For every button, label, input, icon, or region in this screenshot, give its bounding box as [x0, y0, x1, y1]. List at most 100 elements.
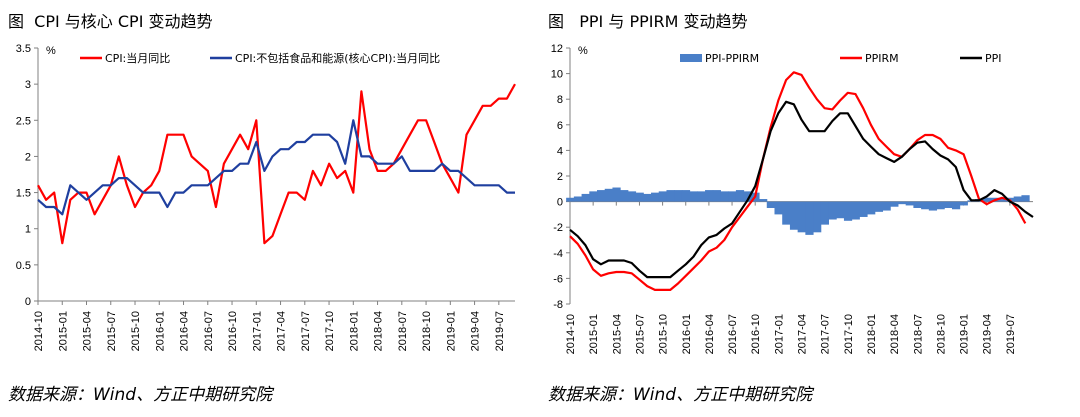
ppi-series-0-bar [928, 201, 938, 211]
ppi-series-0-legend-swatch [680, 54, 702, 62]
ppi-series-0-bar [874, 201, 884, 212]
ppi-series-0-bar [1013, 196, 1022, 202]
x-tick-label: 2016-01 [154, 311, 166, 351]
ppi-series-0-bar [959, 201, 968, 206]
ppi-series-0-bar [627, 191, 637, 202]
ppi-series-0-bar [851, 201, 860, 220]
ppi-series-0-bar [828, 201, 837, 220]
y-tick-label: 6 [557, 120, 563, 132]
x-tick-label: 2015-07 [634, 314, 646, 354]
y-tick-label: 1 [25, 224, 31, 236]
ppi-series-0-bar [782, 201, 791, 225]
cpi-chart-source: 数据来源：Wind、方正中期研究院 [8, 385, 273, 405]
ppi-series-0-bar [689, 191, 698, 202]
y-tick-label: 4 [557, 145, 563, 157]
y-tick-label: 1.5 [16, 188, 31, 200]
y-tick-label: -2 [553, 222, 563, 234]
ppi-series-1-legend-label: PPIRM [865, 52, 899, 65]
x-tick-label: 2019-01 [959, 314, 971, 354]
ppi-chart-title: 图 PPI 与 PPIRM 变动趋势 [548, 12, 748, 31]
x-tick-label: 2015-01 [588, 314, 600, 354]
ppi-series-0-bar [890, 201, 899, 207]
y-tick-label: 2 [25, 151, 31, 163]
x-tick-label: 2017-07 [300, 311, 312, 351]
ppi-series-0-bar [1021, 195, 1030, 202]
x-tick-label: 2016-07 [727, 314, 739, 354]
y-tick-label: 2 [557, 171, 563, 183]
ppi-series-0-bar [573, 196, 583, 202]
x-tick-label: 2014-10 [33, 311, 45, 351]
x-tick-label: 2016-04 [179, 311, 191, 351]
ppi-series-0-bar [789, 201, 799, 230]
x-tick-label: 2018-04 [889, 314, 901, 354]
x-tick-label: 2017-10 [324, 311, 336, 351]
cpi-chart: 0 0.5 1 1.5 2 2.5 3 3.5 % 2014-10 2015-01 2015-04 20… [16, 43, 516, 351]
ppi-series-0-bar [566, 197, 575, 202]
ppi-series-0-bar [836, 201, 845, 219]
ppi-series-0-bar [805, 201, 814, 235]
y-tick-label: 8 [557, 94, 563, 106]
cpi-series-0-line [37, 83, 516, 245]
x-tick-label: 2017-10 [843, 314, 855, 354]
y-tick-label: -6 [553, 273, 563, 285]
y-tick-label: 3 [25, 79, 31, 91]
ppi-series-0-bar [666, 190, 675, 202]
y-tick-label: 0 [557, 197, 563, 209]
x-tick-label: 2018-01 [866, 314, 878, 354]
ppi-series-0-bar [774, 201, 783, 215]
ppi-series-0-bar [813, 201, 822, 233]
x-tick-label: 2016-07 [203, 311, 215, 351]
ppi-series-0-bar [635, 192, 644, 202]
ppi-series-0-bar [897, 201, 907, 205]
ppi-series-0-bar [867, 201, 876, 215]
x-tick-label: 2018-07 [912, 314, 924, 354]
ppi-series-2-line [569, 100, 1034, 279]
ppi-series-0-bar [759, 199, 768, 202]
x-tick-label: 2019-04 [470, 311, 482, 351]
ppi-series-0-bar [720, 191, 729, 202]
x-tick-label: 2018-07 [397, 311, 409, 351]
x-tick-label: 2016-10 [227, 311, 239, 351]
y-tick-label: 0 [25, 296, 31, 308]
y-tick-label: 3.5 [16, 43, 31, 55]
ppi-series-0-bar [712, 190, 721, 202]
y-tick-label: 2.5 [16, 115, 31, 127]
ppi-chart: -8 -6 -4 -2 0 2 4 6 8 10 12 % 2014-10 2015-01 2015-04 2… [551, 43, 1034, 354]
cpi-chart-panel: 图 CPI 与核心 CPI 变动趋势 0 0.5 1 1.5 2 2.5 3 3.5% 2014… [8, 12, 516, 405]
cpi-series-1-legend-label: CPI:不包括食品和能源(核心CPI):当月同比 [235, 51, 440, 65]
ppi-series-0-bar [651, 192, 660, 202]
x-tick-label: 2015-10 [658, 314, 670, 354]
ppi-chart-panel: 图 PPI 与 PPIRM 变动趋势 -8 -6 -4 -2 0 2 4 6 8 10 12% 201… [540, 0, 1080, 417]
ppi-series-0-bar [921, 201, 930, 210]
ppi-series-0-legend-label: PPI-PPIRM [705, 52, 759, 65]
y-tick-label: -8 [553, 299, 563, 311]
ppi-series-1-line [569, 71, 1027, 291]
x-tick-label: 2018-10 [421, 311, 433, 351]
x-tick-label: 2017-07 [820, 314, 832, 354]
x-tick-label: 2017-04 [797, 314, 809, 354]
ppi-series-0-bar [697, 191, 706, 202]
cpi-series-0-legend-label: CPI:当月同比 [105, 51, 170, 65]
x-tick-label: 2018-01 [348, 311, 360, 351]
x-tick-label: 2018-10 [935, 314, 947, 354]
ppi-series-0-bar [735, 190, 745, 202]
cpi-series-1-line [37, 119, 515, 216]
y-tick-label: 12 [551, 43, 563, 55]
ppi-series-0-bar [597, 190, 606, 202]
x-tick-label: 2017-01 [251, 311, 263, 351]
ppi-series-0-bar [905, 201, 914, 206]
ppi-series-0-bar [705, 190, 714, 202]
ppi-series-0-bar [797, 201, 806, 233]
x-tick-label: 2017-01 [773, 314, 785, 354]
x-tick-label: 2015-01 [57, 311, 69, 351]
x-tick-label: 2015-04 [611, 314, 623, 354]
y-tick-label: 0.5 [16, 260, 31, 272]
ppi-chart-source: 数据来源：Wind、方正中期研究院 [548, 385, 813, 405]
ppi-series-0-bar [681, 190, 691, 202]
y-tick-label: 10 [551, 69, 563, 81]
ppi-series-0-bar [859, 201, 868, 217]
ppi-series-0-bar [766, 201, 775, 208]
ppi-series-0-bar [658, 191, 667, 202]
cpi-chart-title: 图 CPI 与核心 CPI 变动趋势 [8, 12, 213, 31]
x-tick-label: 2016-01 [681, 314, 693, 354]
